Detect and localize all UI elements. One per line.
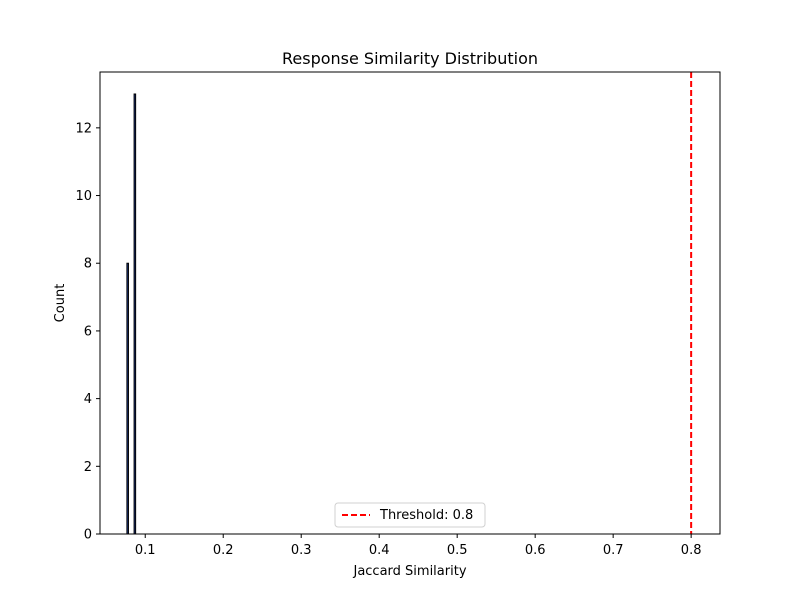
y-axis-label: Count xyxy=(53,284,68,323)
x-tick-label: 0.3 xyxy=(291,543,312,558)
x-tick-label: 0.6 xyxy=(525,543,546,558)
y-tick-label: 10 xyxy=(75,189,92,204)
axis-ticks: 0.1 0.2 0.3 0.4 0.5 0.6 0.7 0.8 0 2 4 6 8 10 12 xyxy=(75,121,701,558)
x-tick-label: 0.7 xyxy=(603,543,624,558)
chart-title: Response Similarity Distribution xyxy=(282,49,538,68)
x-tick-label: 0.8 xyxy=(681,543,702,558)
x-axis-label: Jaccard Similarity xyxy=(352,564,466,579)
x-tick-label: 0.4 xyxy=(369,543,390,558)
x-tick-label: 0.2 xyxy=(213,543,234,558)
histogram-bar xyxy=(133,93,137,535)
legend-box xyxy=(334,502,486,528)
axes-frame xyxy=(99,71,721,535)
legend-threshold-label: Threshold: 0.8 xyxy=(379,508,473,523)
y-tick-label: 6 xyxy=(84,324,92,339)
x-tick-label: 0.5 xyxy=(447,543,468,558)
plot-area xyxy=(126,72,693,535)
title-group: Response Similarity Distribution xyxy=(282,49,538,68)
y-tick-label: 4 xyxy=(84,392,92,407)
y-tick-label: 8 xyxy=(84,257,92,272)
x-tick-label: 0.1 xyxy=(135,543,156,558)
legend: Threshold: 0.8 xyxy=(334,502,486,528)
histogram-bar xyxy=(126,262,129,535)
y-tick-label: 2 xyxy=(84,460,92,475)
y-tick-label: 0 xyxy=(84,528,92,543)
y-tick-label: 12 xyxy=(75,121,92,136)
